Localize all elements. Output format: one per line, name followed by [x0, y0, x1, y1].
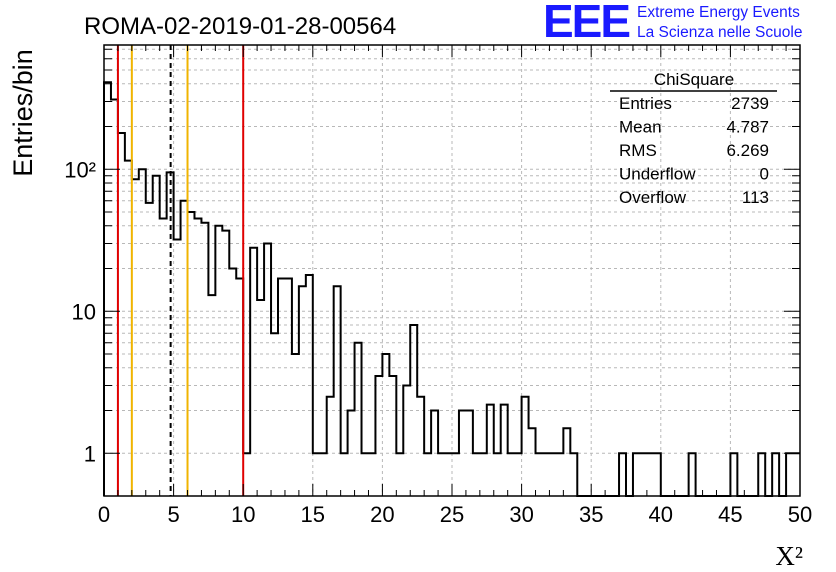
y-axis-label: Entries/bin — [8, 49, 38, 177]
x-tick-label: 35 — [579, 502, 603, 527]
stats-row-label: Entries — [619, 94, 672, 113]
x-tick-label: 30 — [509, 502, 533, 527]
axes: 0 5 10 15 20 25 30 35 40 45 50 1 10 10² — [64, 44, 812, 527]
x-tick-label: 15 — [301, 502, 325, 527]
stats-row-label: Mean — [619, 118, 662, 137]
stats-box: ChiSquare Entries 2739 Mean 4.787 RMS 6.269 Un… — [610, 70, 777, 207]
y-tick-label: 1 — [84, 441, 96, 466]
stats-row-value: 0 — [760, 165, 769, 184]
stats-row-value: 2739 — [731, 94, 769, 113]
chart-title: ROMA-02-2019-01-28-00564 — [84, 13, 396, 40]
stats-row-label: RMS — [619, 141, 657, 160]
y-tick-label: 10 — [72, 299, 96, 324]
stats-row-value: 113 — [742, 188, 769, 207]
logo-line-1: Extreme Energy Events — [637, 4, 800, 21]
x-tick-label: 25 — [440, 502, 464, 527]
stats-title: ChiSquare — [654, 70, 734, 89]
x-tick-label: 45 — [718, 502, 742, 527]
x-tick-label: 0 — [98, 502, 110, 527]
y-tick-label: 10² — [64, 157, 96, 182]
x-tick-label: 20 — [370, 502, 394, 527]
x-tick-label: 10 — [231, 502, 255, 527]
eee-logo: EEE — [543, 0, 631, 47]
histogram-outline — [103, 81, 800, 497]
x-tick-label: 40 — [649, 502, 673, 527]
stats-row-label: Overflow — [619, 188, 687, 207]
stats-row-label: Underflow — [619, 165, 696, 184]
logo-line-2: La Scienza nelle Scuole — [637, 24, 803, 41]
histogram-bars — [103, 81, 800, 497]
x-axis-label: X² — [775, 541, 803, 571]
x-tick-label: 5 — [167, 502, 179, 527]
marker-lines — [116, 45, 245, 496]
x-tick-label: 50 — [788, 502, 812, 527]
stats-row-value: 4.787 — [726, 118, 769, 137]
stats-row-value: 6.269 — [726, 141, 769, 160]
